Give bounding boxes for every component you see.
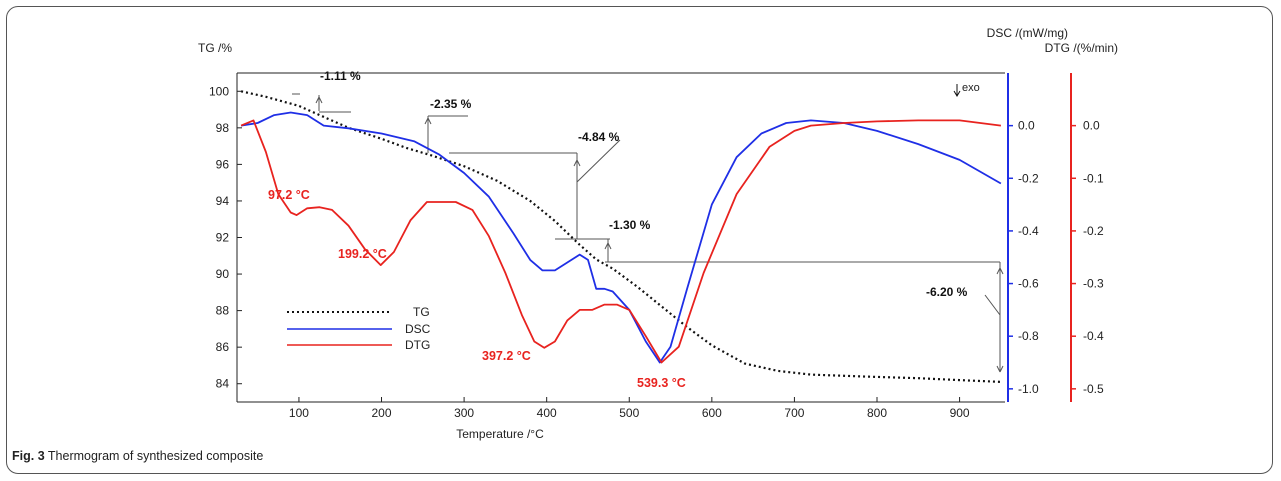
caption-text: Thermogram of synthesized composite bbox=[47, 449, 264, 463]
tg-axis-title: TG /% bbox=[198, 41, 232, 55]
series-line-dtg bbox=[240, 119, 1002, 364]
tg-tick-label: 84 bbox=[216, 377, 230, 391]
mass-loss-annotations bbox=[292, 93, 1004, 373]
mass-loss-label-5: -6.20 % bbox=[926, 285, 968, 299]
x-tick-label: 800 bbox=[867, 406, 887, 420]
x-tick-label: 100 bbox=[289, 406, 309, 420]
legend-label-tg: TG bbox=[413, 305, 430, 319]
dtg-axis-title: DTG /(%/min) bbox=[1045, 41, 1118, 55]
dsc-tick-label: -0.4 bbox=[1018, 224, 1039, 238]
tg-tick-label: 88 bbox=[216, 304, 230, 318]
dsc-axis-title: DSC /(mW/mg) bbox=[987, 26, 1068, 40]
series-layer bbox=[240, 90, 1002, 383]
legend: TG DSC DTG bbox=[287, 305, 431, 352]
dtg-tick-label: -0.1 bbox=[1083, 171, 1104, 185]
tg-tick-label: 90 bbox=[216, 267, 230, 281]
peak-label-3: 397.2 °C bbox=[482, 349, 531, 363]
tg-tick-label: 86 bbox=[216, 340, 230, 354]
dtg-tick-label: -0.2 bbox=[1083, 224, 1104, 238]
series-line-dsc bbox=[240, 111, 1002, 364]
dtg-tick-label: -0.5 bbox=[1083, 382, 1104, 396]
x-tick-label: 500 bbox=[619, 406, 639, 420]
legend-label-dsc: DSC bbox=[405, 322, 431, 336]
x-tick-label: 700 bbox=[784, 406, 804, 420]
dsc-tick-label: -1.0 bbox=[1018, 382, 1039, 396]
x-axis-title: Temperature /°C bbox=[456, 427, 544, 441]
peak-label-1: 97.2 °C bbox=[268, 188, 310, 202]
dsc-tick-label: -0.8 bbox=[1018, 329, 1039, 343]
dtg-tick-label: 0.0 bbox=[1083, 119, 1100, 133]
axes-layer: 100 200 300 400 500 600 700 800 900 84 86 88 90 92 94 9… bbox=[209, 72, 1104, 420]
mass-loss-label-3: -4.84 % bbox=[578, 130, 620, 144]
figure-caption: Fig. 3 Thermogram of synthesized composi… bbox=[12, 449, 263, 463]
tg-tick-label: 92 bbox=[216, 231, 230, 245]
tg-tick-label: 96 bbox=[216, 157, 230, 171]
exo-marker: exo bbox=[953, 82, 980, 97]
dtg-tick-label: -0.3 bbox=[1083, 277, 1104, 291]
x-tick-label: 900 bbox=[950, 406, 970, 420]
mass-loss-label-2: -2.35 % bbox=[430, 97, 472, 111]
caption-label: Fig. 3 bbox=[12, 449, 45, 463]
peak-label-2: 199.2 °C bbox=[338, 247, 387, 261]
x-tick-label: 400 bbox=[537, 406, 557, 420]
dsc-tick-label: 0.0 bbox=[1018, 119, 1035, 133]
figure-frame bbox=[6, 6, 1273, 474]
mass-loss-label-4: -1.30 % bbox=[609, 218, 651, 232]
x-tick-label: 300 bbox=[454, 406, 474, 420]
exo-label: exo bbox=[962, 82, 980, 94]
dtg-tick-label: -0.4 bbox=[1083, 329, 1104, 343]
tg-tick-label: 98 bbox=[216, 121, 230, 135]
peak-label-4: 539.3 °C bbox=[637, 376, 686, 390]
legend-label-dtg: DTG bbox=[405, 338, 430, 352]
tg-tick-label: 100 bbox=[209, 84, 229, 98]
x-tick-label: 200 bbox=[372, 406, 392, 420]
x-tick-label: 600 bbox=[702, 406, 722, 420]
dsc-tick-label: -0.6 bbox=[1018, 277, 1039, 291]
tg-tick-label: 94 bbox=[216, 194, 230, 208]
dsc-tick-label: -0.2 bbox=[1018, 171, 1039, 185]
mass-loss-label-1: -1.11 % bbox=[320, 69, 361, 83]
